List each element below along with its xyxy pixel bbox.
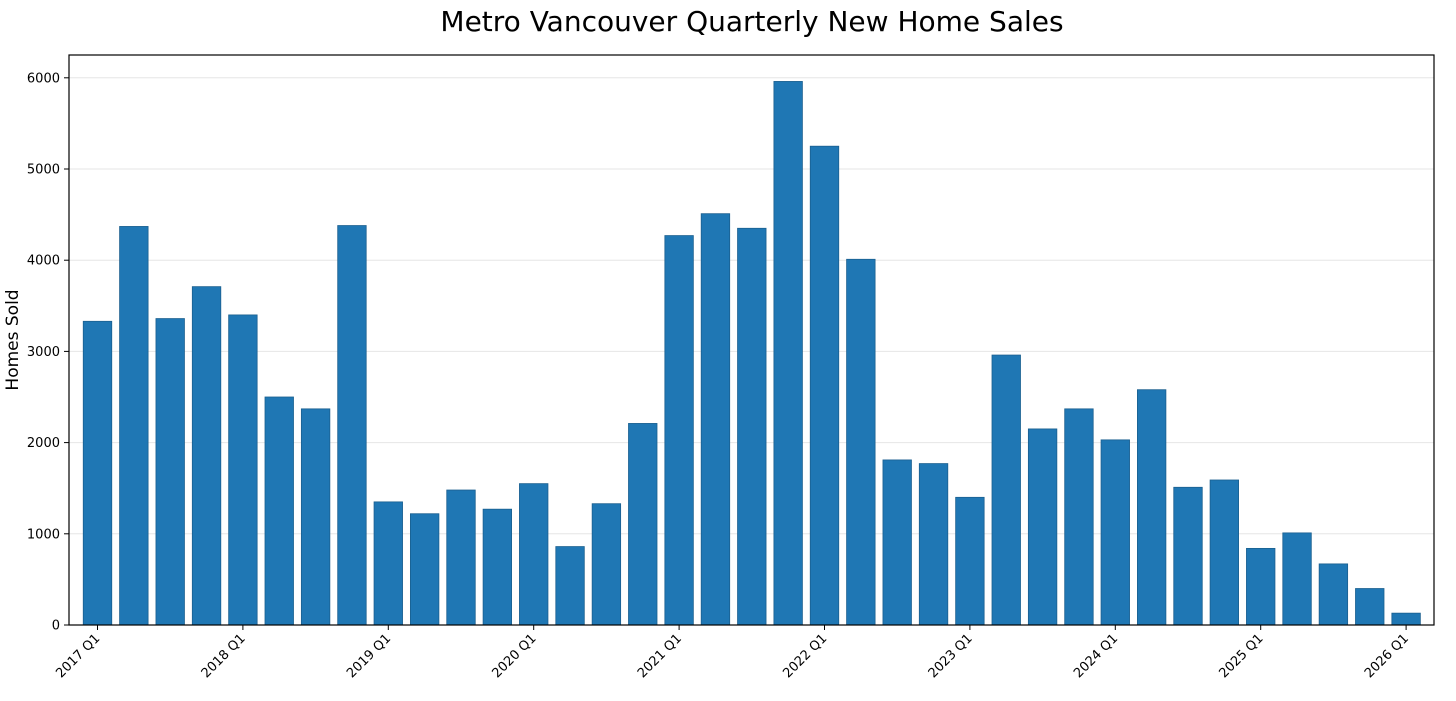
bar-2026-q1 bbox=[1391, 612, 1421, 626]
y-tick-label: 4000 bbox=[27, 254, 60, 269]
x-tick-label: 2017 Q1 bbox=[53, 631, 103, 681]
x-tick-label: 2024 Q1 bbox=[1071, 631, 1121, 681]
x-tick-label: 2021 Q1 bbox=[635, 631, 685, 681]
bar-2017-q1 bbox=[82, 320, 113, 626]
x-tick-label: 2025 Q1 bbox=[1217, 631, 1267, 681]
bar-2020-q1 bbox=[519, 483, 549, 626]
bar-2017-q4 bbox=[191, 286, 222, 626]
bar-2024-q3 bbox=[1173, 486, 1203, 626]
bar-2024-q1 bbox=[1100, 439, 1130, 626]
bar-2025-q1 bbox=[1246, 547, 1276, 626]
bar-2022-q1 bbox=[809, 145, 840, 626]
bar-2018-q2 bbox=[264, 396, 294, 626]
bar-2022-q3 bbox=[882, 459, 912, 626]
bar-2022-q4 bbox=[918, 463, 949, 626]
x-tick-label: 2019 Q1 bbox=[344, 631, 394, 681]
x-tick-label: 2023 Q1 bbox=[926, 631, 976, 681]
bar-2025-q2 bbox=[1282, 532, 1312, 626]
bar-2023-q2 bbox=[991, 354, 1021, 626]
bar-2024-q4 bbox=[1209, 479, 1239, 626]
y-tick-label: 0 bbox=[52, 619, 60, 634]
bar-2018-q3 bbox=[300, 408, 331, 626]
bar-2025-q3 bbox=[1318, 563, 1349, 626]
bar-2023-q3 bbox=[1027, 428, 1058, 626]
x-tick-label: 2022 Q1 bbox=[780, 631, 830, 681]
bar-2020-q4 bbox=[628, 423, 658, 626]
y-tick-label: 5000 bbox=[27, 163, 60, 178]
x-tick-label: 2018 Q1 bbox=[199, 631, 249, 681]
y-axis: 0 1000 2000 3000 4000 5000 6000 bbox=[27, 71, 69, 634]
bar-2018-q4 bbox=[337, 225, 367, 626]
bar-2020-q2 bbox=[555, 546, 585, 626]
bars bbox=[82, 81, 1421, 626]
x-axis: 2017 Q1 2018 Q1 2019 Q1 2020 Q1 2021 Q1 2022 … bbox=[53, 625, 1412, 681]
bar-2025-q4 bbox=[1355, 588, 1385, 626]
y-axis-label: Homes Sold bbox=[3, 289, 23, 390]
bar-2021-q4 bbox=[773, 81, 803, 626]
chart-title: Metro Vancouver Quarterly New Home Sales bbox=[440, 5, 1063, 38]
bar-2024-q2 bbox=[1137, 389, 1167, 626]
bar-2017-q3 bbox=[155, 318, 185, 626]
bar-2022-q2 bbox=[846, 258, 876, 626]
y-tick-label: 6000 bbox=[27, 71, 60, 86]
bar-2023-q1 bbox=[955, 496, 985, 626]
bar-2019-q2 bbox=[409, 513, 440, 626]
bar-2021-q3 bbox=[737, 227, 767, 626]
bar-2020-q3 bbox=[591, 503, 622, 626]
y-tick-label: 3000 bbox=[27, 345, 60, 360]
bar-2019-q3 bbox=[446, 489, 476, 626]
bar-2021-q1 bbox=[664, 235, 694, 626]
bar-2021-q2 bbox=[700, 213, 731, 626]
bar-2018-q1 bbox=[228, 314, 258, 626]
x-tick-label: 2026 Q1 bbox=[1362, 631, 1412, 681]
plot-frame bbox=[68, 54, 1435, 626]
bar-2019-q1 bbox=[373, 501, 403, 626]
x-tick-label: 2020 Q1 bbox=[490, 631, 540, 681]
bar-2019-q4 bbox=[482, 508, 513, 626]
bar-2017-q2 bbox=[119, 226, 149, 626]
y-tick-label: 2000 bbox=[27, 436, 60, 451]
y-tick-label: 1000 bbox=[27, 527, 60, 542]
bar-2023-q4 bbox=[1064, 408, 1094, 626]
